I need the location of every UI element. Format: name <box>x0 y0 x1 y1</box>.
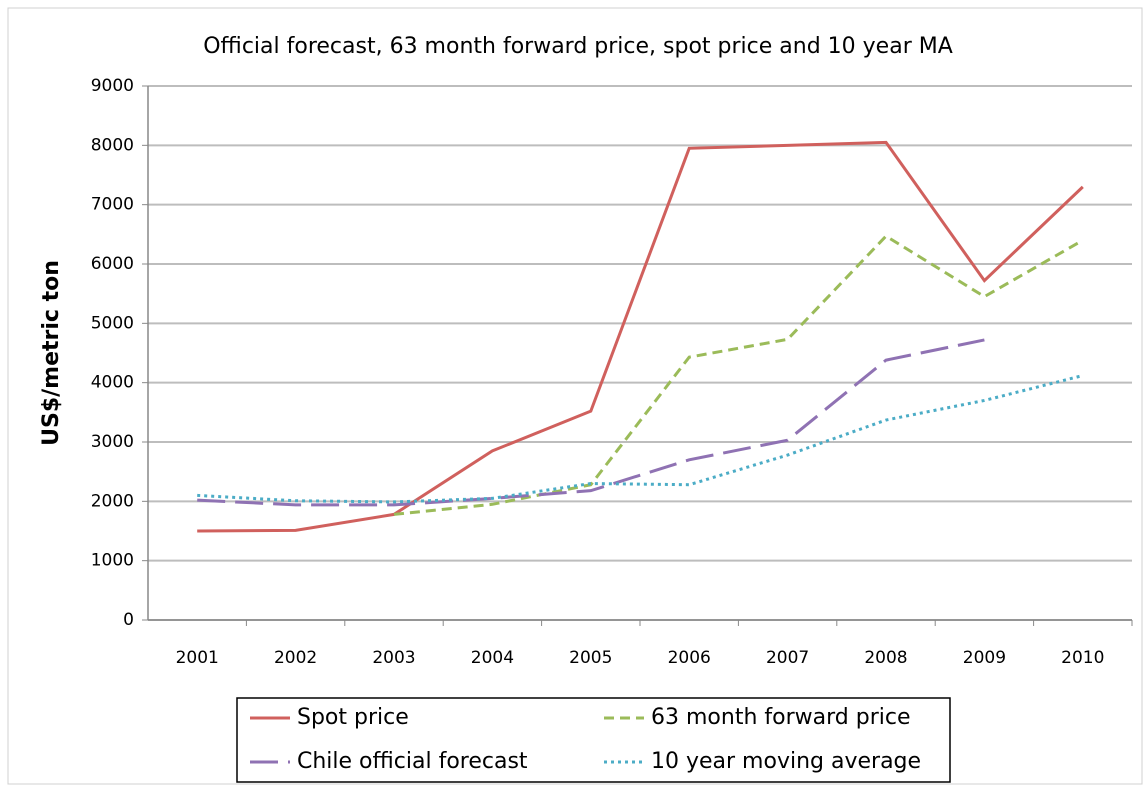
x-tick-label: 2008 <box>864 648 907 668</box>
y-tick-label: 1000 <box>91 551 134 571</box>
x-tick-label: 2004 <box>471 648 514 668</box>
x-tick-label: 2002 <box>274 648 317 668</box>
y-tick-label: 6000 <box>91 254 134 274</box>
series-line <box>393 234 1084 516</box>
x-tick-label: 2003 <box>372 648 415 668</box>
y-tick-label: 8000 <box>91 135 134 155</box>
legend-label: 10 year moving average <box>651 749 921 774</box>
series-line <box>197 374 1084 504</box>
chart-frame <box>7 7 1143 785</box>
y-tick-label: 2000 <box>91 491 134 511</box>
y-tick-label: 0 <box>123 610 134 630</box>
x-tick-label: 2010 <box>1061 648 1104 668</box>
legend-box <box>236 697 951 783</box>
series-line <box>197 140 1084 533</box>
series-line <box>197 338 985 507</box>
x-tick-label: 2009 <box>963 648 1006 668</box>
legend-label: 63 month forward price <box>651 705 910 730</box>
y-tick-label: 7000 <box>91 195 134 215</box>
x-tick-label: 2007 <box>766 648 809 668</box>
y-tick-label: 5000 <box>91 313 134 333</box>
chart-title: Official forecast, 63 month forward pric… <box>203 34 953 59</box>
x-tick-label: 2001 <box>176 648 219 668</box>
y-tick-label: 3000 <box>91 432 134 452</box>
y-tick-label: 9000 <box>91 76 134 96</box>
legend-label: Spot price <box>297 705 409 730</box>
x-tick-label: 2005 <box>569 648 612 668</box>
legend-label: Chile official forecast <box>297 749 528 774</box>
y-tick-label: 4000 <box>91 373 134 393</box>
x-tick-label: 2006 <box>668 648 711 668</box>
y-axis-label: US$/metric ton <box>39 260 64 446</box>
